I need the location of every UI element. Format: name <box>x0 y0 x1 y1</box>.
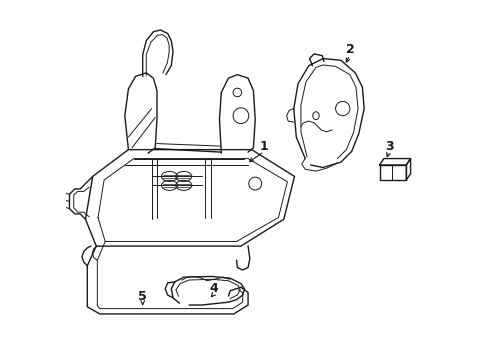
Text: 3: 3 <box>384 140 393 153</box>
Text: 1: 1 <box>259 140 268 153</box>
Text: 5: 5 <box>138 289 147 303</box>
Text: 2: 2 <box>345 43 353 56</box>
Text: 4: 4 <box>209 283 218 296</box>
